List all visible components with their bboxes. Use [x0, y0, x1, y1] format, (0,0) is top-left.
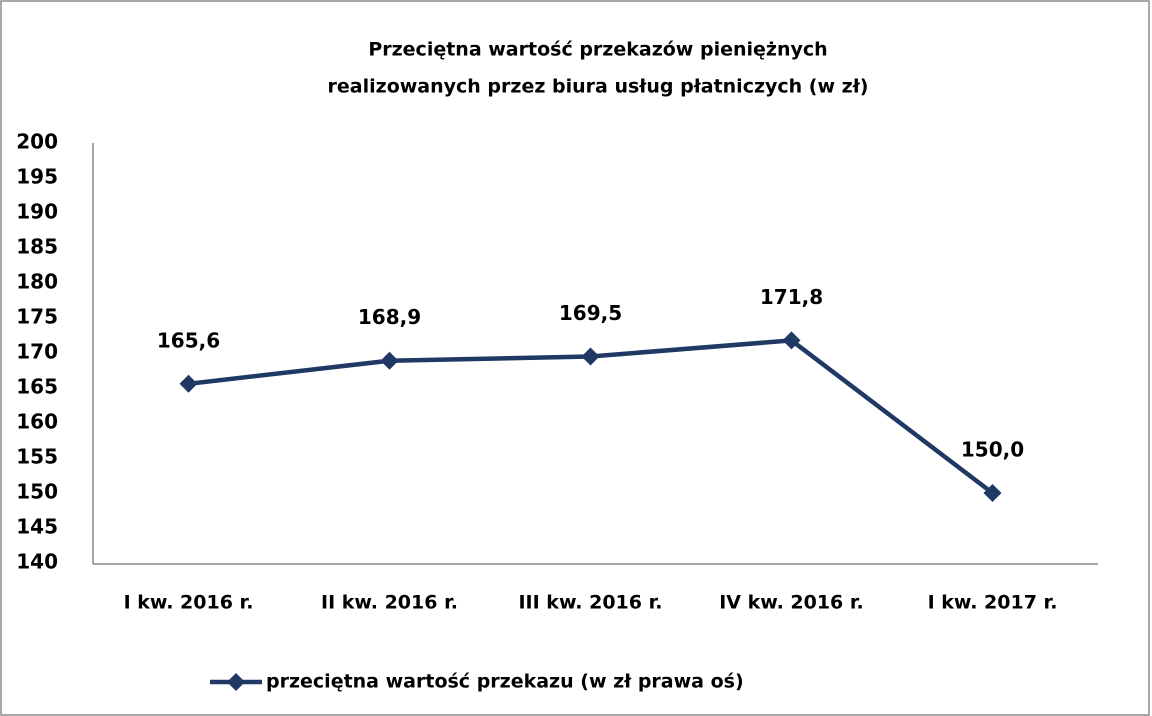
- y-tick-label: 150: [16, 480, 58, 504]
- data-label: 150,0: [961, 438, 1024, 462]
- y-tick-label: 185: [16, 235, 58, 259]
- y-tick-label: 140: [16, 550, 58, 574]
- y-tick-label: 200: [16, 130, 58, 154]
- y-tick-label: 165: [16, 375, 58, 399]
- legend-marker: [227, 673, 245, 691]
- y-tick-label: 170: [16, 340, 58, 364]
- data-point: [380, 351, 399, 370]
- data-point: [179, 374, 198, 393]
- y-tick-label: 160: [16, 410, 58, 434]
- data-label: 165,6: [157, 328, 220, 352]
- x-tick-label: III kw. 2016 r.: [518, 592, 662, 614]
- y-tick-label: 175: [16, 305, 58, 329]
- chart-title: Przeciętna wartość przekazów pieniężnych: [368, 39, 827, 61]
- chart-title: realizowanych przez biura usług płatnicz…: [328, 76, 869, 98]
- y-tick-label: 190: [16, 200, 58, 224]
- y-tick-label: 145: [16, 515, 58, 539]
- y-tick-label: 180: [16, 270, 58, 294]
- x-tick-label: IV kw. 2016 r.: [719, 592, 864, 614]
- data-label: 171,8: [760, 285, 823, 309]
- data-point: [581, 347, 600, 366]
- y-tick-label: 195: [16, 165, 58, 189]
- data-point: [983, 484, 1002, 502]
- x-tick-label: II kw. 2016 r.: [321, 592, 458, 614]
- x-tick-label: I kw. 2017 r.: [928, 592, 1058, 614]
- data-point: [782, 331, 801, 350]
- data-label: 169,5: [559, 301, 622, 325]
- x-tick-label: I kw. 2016 r.: [124, 592, 254, 614]
- legend-label: przeciętna wartość przekazu (w zł prawa …: [266, 671, 744, 693]
- data-label: 168,9: [358, 305, 421, 329]
- y-tick-label: 155: [16, 445, 58, 469]
